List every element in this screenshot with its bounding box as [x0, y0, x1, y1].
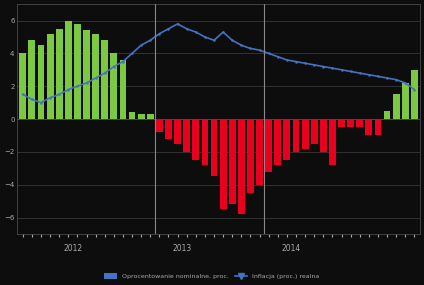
Bar [293, 119, 299, 152]
Bar [338, 119, 345, 127]
Bar [365, 119, 372, 135]
Bar [384, 111, 391, 119]
Bar [138, 114, 145, 119]
Bar [265, 119, 272, 172]
Bar [320, 119, 327, 152]
Bar [238, 119, 245, 214]
Text: 2013: 2013 [173, 244, 192, 253]
Bar [74, 24, 81, 119]
Bar [347, 119, 354, 127]
Bar [229, 119, 236, 204]
Bar [183, 119, 190, 152]
Bar [402, 83, 409, 119]
Bar [101, 40, 108, 119]
Bar [28, 40, 35, 119]
Bar [174, 119, 181, 144]
Bar [211, 119, 218, 176]
Bar [20, 53, 26, 119]
Bar [356, 119, 363, 127]
Bar [156, 119, 163, 132]
Bar [301, 119, 309, 148]
Bar [374, 119, 381, 135]
Bar [192, 119, 199, 160]
Text: 2012: 2012 [63, 244, 82, 253]
Bar [147, 114, 153, 119]
Bar [110, 53, 117, 119]
Bar [220, 119, 226, 209]
Bar [393, 94, 399, 119]
Bar [274, 119, 281, 165]
Bar [256, 119, 263, 185]
Bar [47, 34, 53, 119]
Bar [65, 21, 72, 119]
Bar [201, 119, 208, 165]
Bar [284, 119, 290, 160]
Bar [56, 29, 63, 119]
Bar [92, 34, 99, 119]
Bar [128, 113, 136, 119]
Text: 2014: 2014 [282, 244, 301, 253]
Bar [311, 119, 318, 144]
Bar [411, 70, 418, 119]
Bar [120, 60, 126, 119]
Bar [165, 119, 172, 139]
Bar [83, 30, 90, 119]
Legend: Oprocentowanie nominalne, proc., Inflacja (proc.) realna: Oprocentowanie nominalne, proc., Inflacj… [102, 271, 322, 282]
Bar [329, 119, 336, 165]
Bar [38, 45, 45, 119]
Bar [247, 119, 254, 193]
